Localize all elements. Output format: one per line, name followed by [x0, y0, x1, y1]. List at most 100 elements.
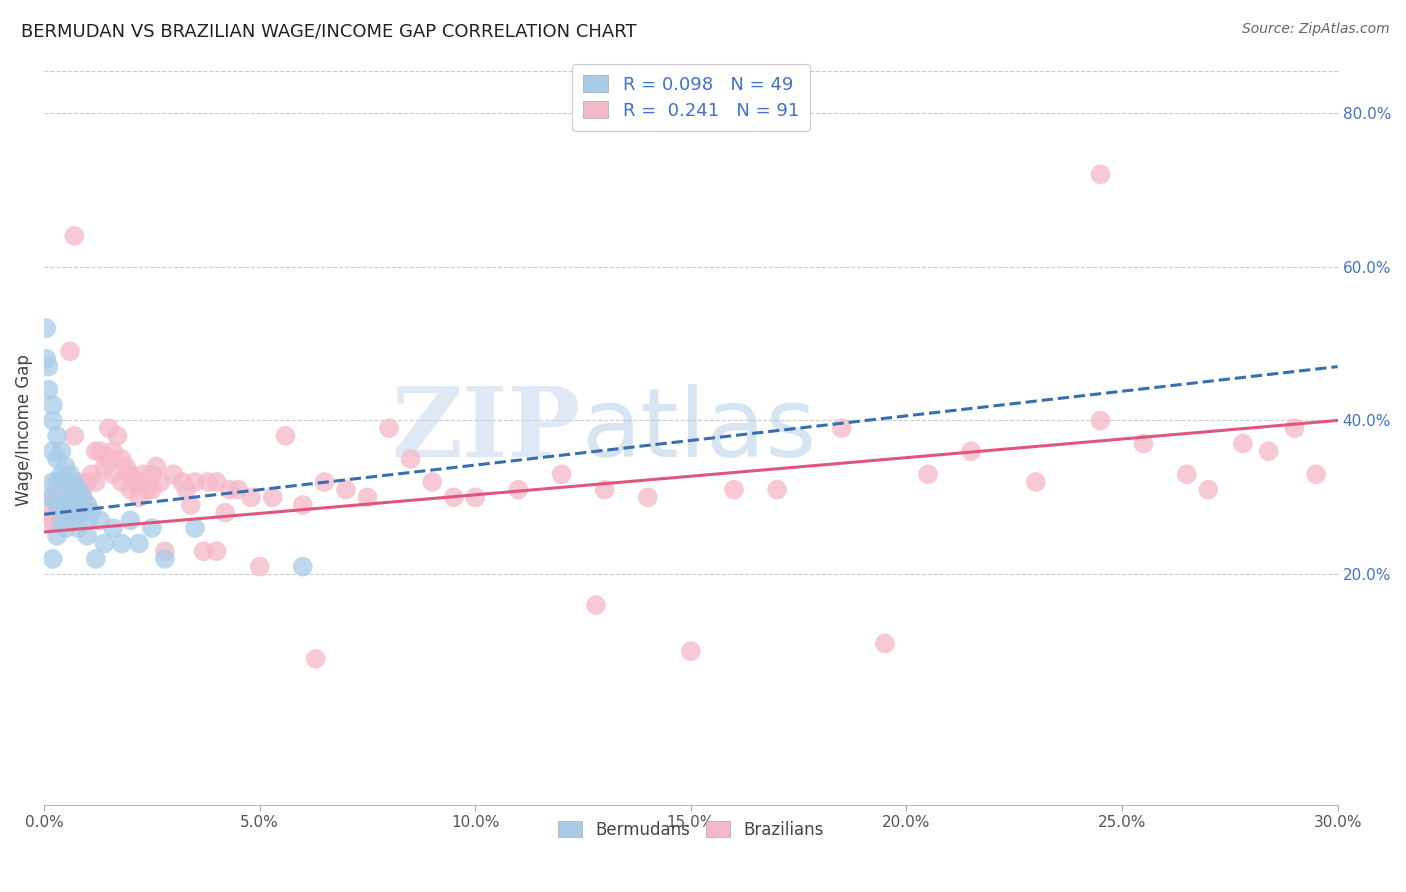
Point: [145, 459, 167, 474]
Point: [42, 475, 65, 489]
Point: [550, 467, 572, 482]
Point: [97, 451, 120, 466]
Text: ZIP: ZIP: [391, 383, 581, 477]
Point: [72, 483, 94, 497]
Point: [637, 491, 659, 505]
Point: [873, 636, 896, 650]
Point: [1232, 436, 1254, 450]
Point: [1025, 475, 1047, 489]
Point: [76, 529, 98, 543]
Legend: Bermudans, Brazilians: Bermudans, Brazilians: [551, 814, 830, 846]
Point: [63, 475, 86, 489]
Point: [1197, 483, 1219, 497]
Point: [305, 652, 328, 666]
Point: [42, 513, 65, 527]
Point: [593, 483, 616, 497]
Point: [42, 491, 65, 505]
Point: [120, 483, 142, 497]
Point: [84, 552, 107, 566]
Point: [51, 513, 73, 527]
Point: [76, 475, 98, 489]
Point: [46, 483, 69, 497]
Point: [205, 475, 228, 489]
Point: [59, 344, 82, 359]
Text: Source: ZipAtlas.com: Source: ZipAtlas.com: [1241, 22, 1389, 37]
Point: [51, 467, 73, 482]
Point: [335, 483, 357, 497]
Point: [55, 475, 77, 489]
Point: [97, 421, 120, 435]
Point: [67, 475, 90, 489]
Point: [76, 513, 98, 527]
Point: [274, 429, 297, 443]
Point: [679, 644, 702, 658]
Point: [1090, 413, 1112, 427]
Point: [101, 444, 124, 458]
Point: [51, 491, 73, 505]
Point: [55, 506, 77, 520]
Point: [766, 483, 789, 497]
Point: [378, 421, 401, 435]
Point: [1284, 421, 1306, 435]
Point: [197, 475, 219, 489]
Point: [35, 321, 58, 335]
Point: [101, 467, 124, 482]
Point: [136, 483, 159, 497]
Y-axis label: Wage/Income Gap: Wage/Income Gap: [15, 354, 32, 506]
Point: [508, 483, 530, 497]
Point: [55, 483, 77, 497]
Point: [132, 467, 155, 482]
Point: [37, 491, 59, 505]
Point: [262, 491, 284, 505]
Point: [46, 529, 69, 543]
Point: [585, 598, 607, 612]
Point: [141, 521, 163, 535]
Point: [42, 444, 65, 458]
Point: [205, 544, 228, 558]
Point: [153, 552, 176, 566]
Point: [124, 475, 146, 489]
Point: [63, 228, 86, 243]
Point: [93, 536, 115, 550]
Point: [240, 491, 263, 505]
Point: [176, 483, 198, 497]
Point: [55, 521, 77, 535]
Point: [80, 506, 103, 520]
Point: [111, 475, 134, 489]
Point: [51, 498, 73, 512]
Point: [101, 521, 124, 535]
Point: [226, 483, 249, 497]
Point: [80, 467, 103, 482]
Point: [149, 475, 172, 489]
Point: [214, 506, 236, 520]
Point: [314, 475, 336, 489]
Point: [42, 398, 65, 412]
Point: [55, 498, 77, 512]
Point: [120, 467, 142, 482]
Point: [1305, 467, 1327, 482]
Point: [42, 552, 65, 566]
Point: [63, 513, 86, 527]
Point: [35, 351, 58, 366]
Point: [84, 475, 107, 489]
Point: [84, 444, 107, 458]
Point: [37, 513, 59, 527]
Point: [37, 359, 59, 374]
Point: [46, 429, 69, 443]
Point: [67, 521, 90, 535]
Point: [111, 536, 134, 550]
Point: [218, 483, 240, 497]
Point: [42, 413, 65, 427]
Point: [59, 467, 82, 482]
Point: [93, 459, 115, 474]
Point: [184, 521, 207, 535]
Point: [1132, 436, 1154, 450]
Point: [37, 498, 59, 512]
Point: [72, 506, 94, 520]
Point: [831, 421, 853, 435]
Point: [960, 444, 983, 458]
Point: [128, 491, 150, 505]
Point: [76, 498, 98, 512]
Point: [356, 491, 378, 505]
Point: [46, 498, 69, 512]
